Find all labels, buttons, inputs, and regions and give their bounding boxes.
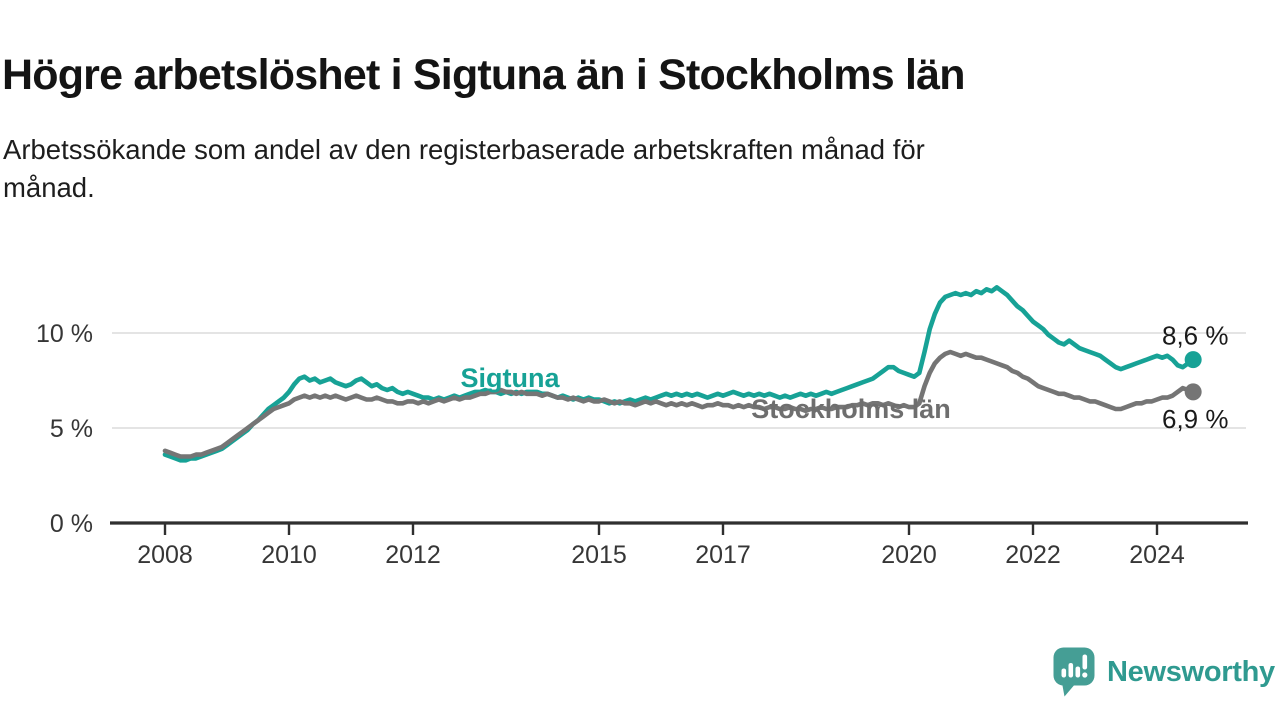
newsworthy-logo-icon xyxy=(1053,647,1095,697)
x-tick-label-2008: 2008 xyxy=(137,541,193,569)
x-tick-label-2015: 2015 xyxy=(571,541,627,569)
series-line-stockholms-lan xyxy=(162,349,1196,459)
y-tick-label-5: 5 % xyxy=(50,415,93,443)
newsworthy-logo-text: Newsworthy xyxy=(1107,655,1275,688)
x-tick-label-2017: 2017 xyxy=(695,541,751,569)
chart-title: Högre arbetslöshet i Sigtuna än i Stockh… xyxy=(2,50,966,99)
series-label-sigtuna: Sigtuna xyxy=(461,363,561,393)
chart-subtitle: Arbetssökande som andel av den registerb… xyxy=(3,131,1203,207)
series-end-dot-sigtuna xyxy=(1184,351,1202,369)
newsworthy-logo: Newsworthy xyxy=(1052,646,1275,698)
x-tick-label-2010: 2010 xyxy=(261,541,317,569)
series-line-sigtuna xyxy=(162,285,1196,463)
chart-subtitle-line-2: månad. xyxy=(3,172,95,203)
y-tick-label-0: 0 % xyxy=(50,510,93,538)
series-end-dot-stockholms-lan xyxy=(1184,383,1202,401)
y-tick-label-10: 10 % xyxy=(36,320,93,348)
x-tick-label-2020: 2020 xyxy=(881,541,937,569)
end-value-label-stockholms-lan: 6,9 % xyxy=(1162,404,1229,434)
x-tick-label-2012: 2012 xyxy=(385,541,441,569)
x-tick-label-2024: 2024 xyxy=(1129,541,1185,569)
series-label-stockholms-lan: Stockholms län xyxy=(751,394,951,424)
x-tick-label-2022: 2022 xyxy=(1005,541,1061,569)
end-value-label-sigtuna: 8,6 % xyxy=(1162,321,1229,351)
chart-subtitle-line-1: Arbetssökande som andel av den registerb… xyxy=(3,134,925,165)
